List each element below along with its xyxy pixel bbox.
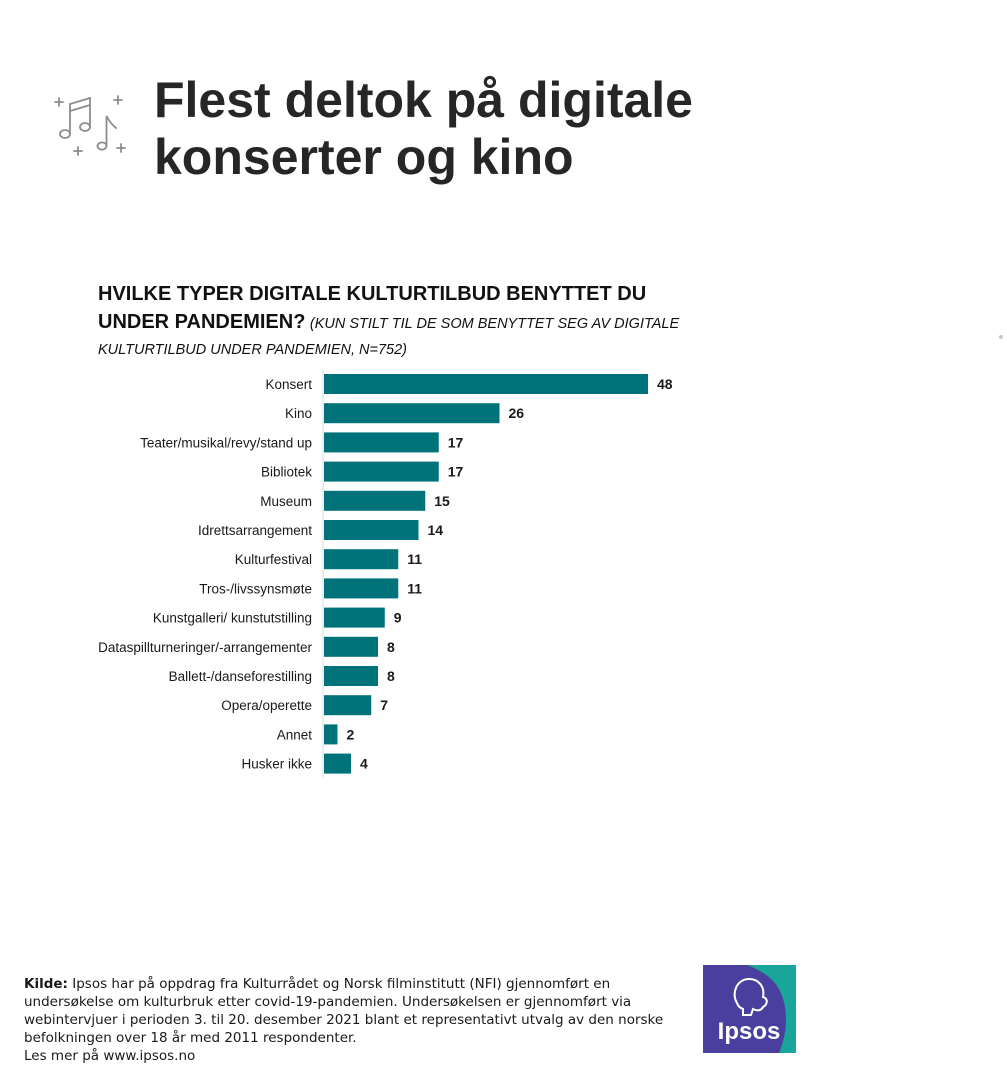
page-title: Flest deltok på digitale konserter og ki… [154,72,693,185]
question-note: (KUN STILT TIL DE SOM BENYTTET SEG AV DI… [98,316,680,358]
value-label: 8 [387,639,395,655]
category-label: Opera/operette [221,698,312,713]
bar [324,753,351,774]
value-label: 7 [380,697,388,713]
bar [324,432,439,453]
value-label: 11 [407,580,422,596]
category-label: Husker ikke [241,757,312,772]
category-label: Konsert [265,377,312,392]
source-text: Ipsos har på oppdrag fra Kulturrådet og … [24,976,664,1046]
category-label: Idrettsarrangement [198,523,312,538]
bar [324,403,500,424]
bar [324,607,385,628]
category-label: Kino [285,406,312,421]
music-notes-icon [54,95,126,156]
category-label: Kulturfestival [235,552,312,567]
svg-text:Ipsos: Ipsos [718,1018,781,1045]
bar [324,374,648,394]
value-label: 17 [448,464,464,480]
category-label: Tros-/livssynsmøte [199,581,312,596]
value-label: 26 [509,405,525,421]
value-label: 17 [448,434,464,450]
value-label: 15 [434,493,450,509]
category-label: Ballett-/danseforestilling [169,669,312,684]
ipsos-logo: Ipsos [703,965,796,1053]
category-label: Bibliotek [261,465,312,480]
bar-chart: Konsert 48 Kino 26 Teater/musikal/revy/stand… [0,360,1007,790]
category-label: Dataspillturneringer/-arrangementer [98,640,312,655]
value-label: 11 [407,551,422,567]
slide-marker [999,335,1003,339]
chart-question: HVILKE TYPER DIGITALE KULTURTILBUD BENYT… [98,281,718,363]
read-more-text: Les mer på www.ipsos.no [24,1048,196,1064]
bar [324,578,399,599]
category-label: Teater/musikal/revy/stand up [140,435,312,450]
bar [324,520,419,540]
value-label: 48 [657,376,673,392]
value-label: 4 [360,756,368,772]
value-label: 9 [394,610,402,626]
source-label: Kilde: [24,976,68,992]
bar [324,636,378,657]
category-label: Museum [260,494,312,509]
bar [324,549,399,570]
bar [324,695,372,716]
bar [324,461,439,482]
value-label: 8 [387,668,395,684]
value-label: 2 [347,726,355,742]
category-label: Annet [277,727,313,742]
category-label: Kunstgalleri/ kunstutstilling [153,611,312,626]
bar [324,666,378,686]
source-footer: Kilde: Ipsos har på oppdrag fra Kulturrå… [24,975,674,1065]
bar [324,724,338,745]
bar [324,490,426,511]
value-label: 14 [428,522,444,538]
question-main: HVILKE TYPER DIGITALE KULTURTILBUD BENYT… [98,283,647,333]
